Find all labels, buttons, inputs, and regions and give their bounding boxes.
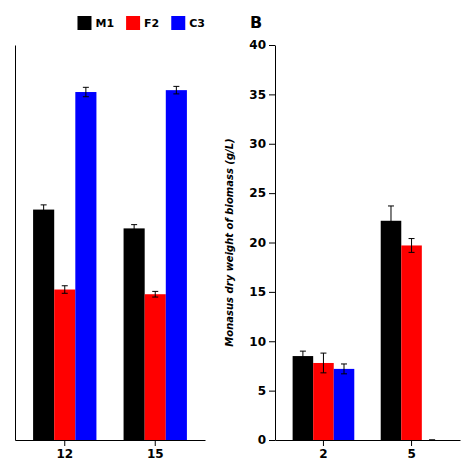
plot-area <box>293 206 435 440</box>
title: B <box>250 13 262 32</box>
y-tick: 5 <box>258 384 275 398</box>
panel: 250510152025303540Monasus dry weight of … <box>224 13 461 461</box>
x-tick: 2 <box>319 440 327 461</box>
bar <box>124 228 145 440</box>
legend-swatch <box>171 16 185 30</box>
legend-label: F2 <box>144 17 159 30</box>
chart: 1215M1F2C3250510152025303540Monasus dry … <box>0 0 474 474</box>
error-bar <box>173 86 179 94</box>
y-axis: 0 5 10 15 20 25 30 35 40 <box>249 38 275 447</box>
y-tick-label: 25 <box>249 186 266 200</box>
error-bar <box>41 205 47 214</box>
y-tick: 20 <box>249 236 275 250</box>
error-bar <box>429 440 435 441</box>
y-axis <box>15 46 16 441</box>
bar <box>313 363 334 440</box>
x-tick: 15 <box>147 440 164 461</box>
bar <box>381 221 402 440</box>
x-axis-line <box>16 440 206 441</box>
x-tick-label: 12 <box>56 447 73 461</box>
y-tick-mark <box>269 45 275 46</box>
bar <box>145 294 166 440</box>
x-tick-mark <box>323 440 324 446</box>
x-tick-label: 2 <box>319 447 327 461</box>
legend-swatch <box>126 16 140 30</box>
legend-item: F2 <box>126 16 159 30</box>
panel: 12 15 M1 F2 C3 <box>16 16 206 461</box>
error-bar <box>320 353 326 373</box>
x-axis: 25 <box>276 440 461 461</box>
x-tick: 12 <box>56 440 73 461</box>
y-tick: 15 <box>249 285 275 299</box>
y-tick-mark <box>269 292 275 293</box>
x-tick-label: 5 <box>407 447 415 461</box>
x-tick-mark <box>411 440 412 446</box>
x-tick-label: 15 <box>147 447 164 461</box>
bar <box>166 90 187 440</box>
y-tick-label: 0 <box>258 433 266 447</box>
legend-label: C3 <box>189 17 205 30</box>
y-tick: 40 <box>249 38 275 52</box>
legend-label: M1 <box>95 17 114 30</box>
x-axis-line <box>276 440 461 441</box>
y-tick-label: 35 <box>249 88 266 102</box>
y-tick-mark <box>269 144 275 145</box>
y-tick-label: 30 <box>249 137 266 151</box>
error-bar <box>341 364 347 374</box>
y-tick-label: 20 <box>249 236 266 250</box>
y-tick: 25 <box>249 186 275 200</box>
legend-item: C3 <box>171 16 205 30</box>
bar <box>422 440 443 441</box>
error-bar <box>388 206 394 236</box>
x-tick: 5 <box>407 440 415 461</box>
x-tick-mark <box>155 440 156 446</box>
y-tick-label: 40 <box>249 38 266 52</box>
bar <box>401 245 422 440</box>
error-bar <box>409 239 415 253</box>
legend: M1 F2 C3 <box>77 16 205 30</box>
y-tick-mark <box>269 440 275 441</box>
y-tick-label: 15 <box>249 285 266 299</box>
y-tick: 10 <box>249 335 275 349</box>
y-tick: 30 <box>249 137 275 151</box>
y-tick: 35 <box>249 88 275 102</box>
error-bar <box>131 225 137 233</box>
error-bar <box>300 351 306 361</box>
y-axis-line <box>15 46 16 441</box>
bar <box>54 290 75 440</box>
y-axis-title: Monasus dry weight of biomass (g/L) <box>224 138 235 346</box>
y-axis-line <box>275 46 276 441</box>
legend-item: M1 <box>77 16 114 30</box>
y-tick: 0 <box>258 433 275 447</box>
plot-area <box>33 86 187 440</box>
bar <box>334 369 355 440</box>
y-tick-label: 10 <box>249 335 266 349</box>
error-bar <box>62 286 68 294</box>
y-tick-mark <box>269 391 275 392</box>
bar <box>33 210 54 440</box>
bar <box>293 356 314 440</box>
y-tick-mark <box>269 243 275 244</box>
x-tick-mark <box>64 440 65 446</box>
error-bar <box>152 291 158 297</box>
y-tick-mark <box>269 341 275 342</box>
y-tick-label: 5 <box>258 384 266 398</box>
x-axis: 12 15 <box>16 440 206 461</box>
legend-swatch <box>77 16 91 30</box>
y-tick-mark <box>269 94 275 95</box>
error-bar <box>83 87 89 96</box>
bar <box>75 92 96 440</box>
y-tick-mark <box>269 193 275 194</box>
